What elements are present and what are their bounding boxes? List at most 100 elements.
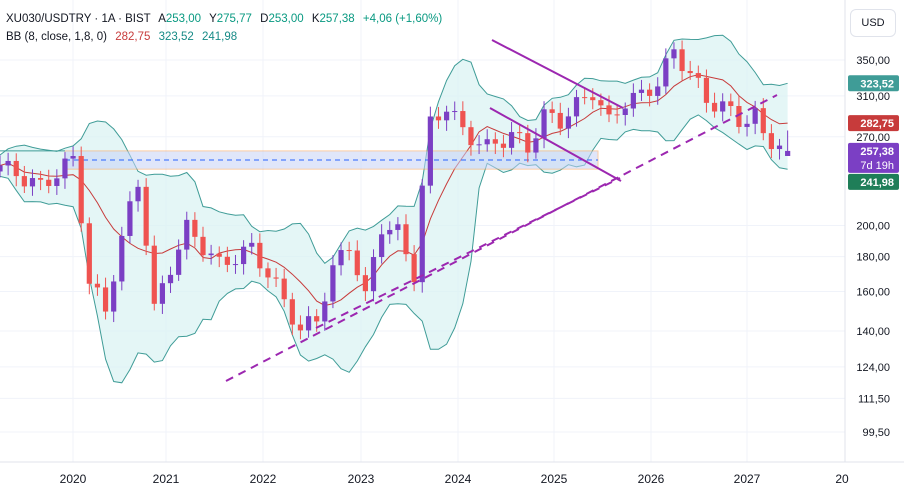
x-tick-label: 2025	[541, 472, 568, 486]
candle-body	[703, 77, 710, 103]
price-badge-text: 257,38	[860, 146, 894, 158]
price-badge-text: 282,75	[860, 118, 894, 130]
candle-body	[379, 234, 385, 258]
candle-body	[54, 178, 60, 186]
candle-body	[13, 160, 19, 177]
x-tick-label: 2022	[250, 472, 277, 486]
candle-body	[452, 111, 458, 113]
candle-body	[38, 178, 44, 180]
candle-body	[403, 224, 409, 255]
candle-body	[476, 144, 482, 146]
candle-body	[760, 108, 766, 134]
candle-body	[322, 301, 328, 322]
candle-body	[305, 316, 312, 331]
change-value: +4,06 (+1,60%)	[362, 13, 443, 25]
candle-body	[752, 108, 758, 124]
candle-body	[500, 143, 507, 148]
candle-body	[167, 274, 174, 284]
price-badge-text: 241,98	[860, 177, 894, 189]
candle-body	[606, 105, 612, 115]
y-tick-label: 270,00	[856, 132, 890, 144]
candle-body	[265, 268, 271, 278]
candle-body	[281, 278, 287, 300]
candle-body	[176, 249, 182, 275]
bb-lower-value: 241,98	[201, 31, 238, 43]
y-tick-label: 350,00	[856, 55, 890, 67]
candle-body	[62, 158, 68, 179]
currency-button[interactable]: USD	[850, 9, 896, 37]
candle-body	[541, 109, 547, 139]
y-tick-label: 111,50	[858, 393, 890, 405]
candle-body	[557, 112, 563, 129]
x-tick-label: 2021	[153, 472, 180, 486]
close-label: K	[311, 13, 320, 25]
bb-middle-value: 282,75	[115, 31, 151, 43]
y-tick-label: 200,00	[856, 221, 890, 233]
candle-body	[273, 277, 279, 279]
candle-body	[159, 283, 165, 304]
channel-top-line	[491, 39, 624, 109]
candles	[0, 40, 791, 340]
x-tick-label: 2023	[348, 472, 375, 486]
candle-body	[249, 242, 255, 247]
candle-body	[370, 257, 377, 292]
bb-lower-line	[0, 114, 788, 384]
candle-body	[785, 150, 791, 156]
candle-body	[728, 101, 734, 107]
candle-body	[224, 256, 230, 265]
candle-body	[655, 86, 661, 96]
candle-body	[598, 100, 604, 106]
candle-body	[70, 156, 76, 159]
candle-body	[297, 324, 304, 331]
dashed-trendline-upper	[315, 177, 621, 329]
indicator-title[interactable]: BB (8, close, 1,8, 0)	[6, 31, 107, 43]
channel-bottom-line	[489, 107, 622, 182]
candle-body	[565, 116, 571, 129]
symbol-title[interactable]: XU030/USDTRY · 1A · BIST	[6, 13, 151, 25]
low-value: 253,00	[268, 13, 304, 25]
candle-body	[460, 111, 466, 128]
candle-body	[517, 132, 523, 134]
candle-body	[241, 246, 247, 265]
candle-body	[21, 176, 27, 187]
y-tick-label: 140,00	[856, 326, 890, 338]
candle-body	[354, 250, 360, 276]
countdown-text: 7d 19h	[860, 160, 894, 172]
price-badge-close	[848, 142, 899, 173]
candle-body	[5, 160, 11, 166]
candle-body	[208, 253, 214, 256]
candle-body	[338, 250, 344, 266]
candle-body	[192, 219, 198, 237]
candle-body	[671, 49, 677, 59]
low-label: D	[260, 13, 269, 25]
candle-body	[435, 116, 442, 121]
candle-body	[216, 253, 222, 257]
candle-body	[102, 287, 109, 312]
candle-body	[395, 224, 401, 230]
x-tick-label: 2024	[445, 472, 472, 486]
candle-body	[135, 186, 141, 202]
candle-body	[427, 116, 433, 186]
y-tick-label: 99,50	[862, 427, 890, 439]
x-tick-label: 2020	[60, 472, 87, 486]
candle-body	[582, 97, 588, 99]
indicator-legend[interactable]: BB (8, close, 1,8, 0) 282,75 323,52 241,…	[6, 30, 242, 44]
candle-body	[86, 223, 92, 284]
open-label: A	[158, 13, 166, 25]
candle-body	[768, 133, 774, 150]
candle-body	[184, 219, 190, 250]
candle-body	[119, 235, 125, 282]
candle-body	[549, 109, 555, 113]
bb-upper-value: 323,52	[158, 31, 194, 43]
candle-body	[419, 185, 425, 283]
candle-body	[663, 58, 669, 87]
dashed-trendline-lower	[225, 94, 778, 382]
x-tick-label: 2027	[734, 472, 761, 486]
high-value: 275,77	[216, 13, 252, 25]
price-badge-bb_middle	[848, 115, 899, 132]
candle-body	[289, 299, 295, 325]
candle-body	[484, 139, 490, 145]
candle-body	[330, 265, 336, 302]
candle-body	[257, 242, 263, 269]
